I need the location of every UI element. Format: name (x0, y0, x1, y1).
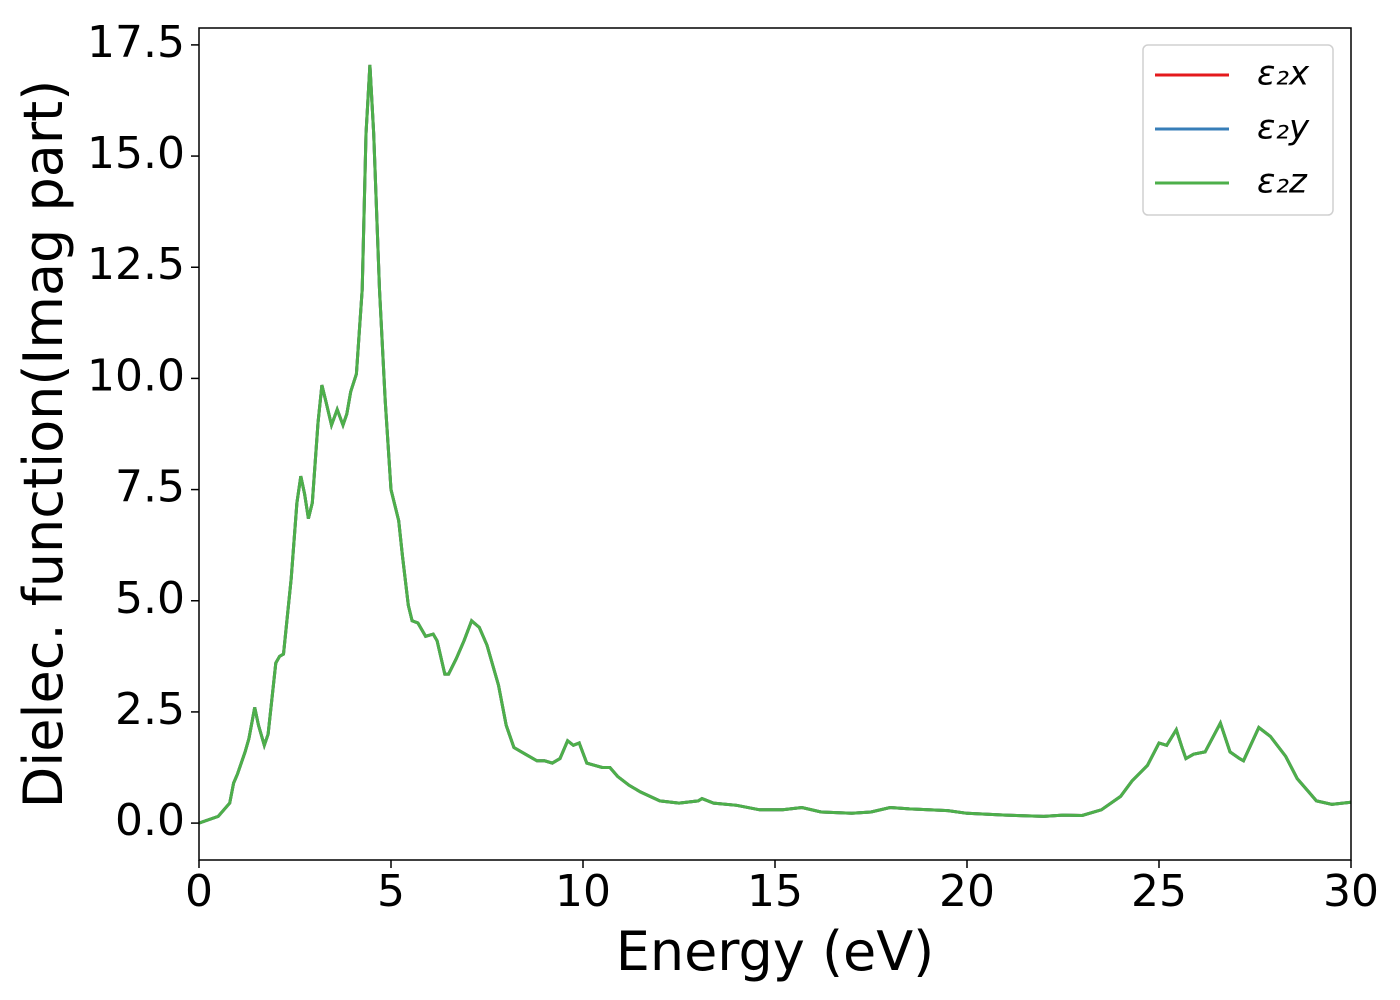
y-tick-label: 10.0 (87, 350, 185, 401)
legend-label: ε₂x (1257, 54, 1310, 94)
x-tick-label: 5 (377, 866, 405, 917)
x-tick-label: 10 (555, 866, 611, 917)
legend-label: ε₂y (1257, 108, 1310, 148)
x-axis-label: Energy (eV) (616, 920, 935, 983)
y-axis-label: Dielec. function(Imag part) (12, 80, 75, 809)
y-tick-label: 17.5 (87, 17, 185, 68)
y-tick-label: 2.5 (115, 684, 185, 735)
y-tick-label: 7.5 (115, 462, 185, 513)
y-tick-label: 12.5 (87, 239, 185, 290)
x-tick-label: 0 (185, 866, 213, 917)
series-line (199, 64, 1351, 825)
y-tick-label: 15.0 (87, 128, 185, 179)
x-tick-label: 25 (1131, 866, 1187, 917)
plot-frame (198, 27, 1352, 861)
legend-box (1142, 44, 1334, 216)
x-tick-label: 20 (939, 866, 995, 917)
y-tick-label: 5.0 (115, 573, 185, 624)
x-tick-label: 30 (1323, 866, 1379, 917)
y-tick-label: 0.0 (115, 795, 185, 846)
legend-label: ε₂z (1257, 162, 1308, 202)
x-tick-label: 15 (747, 866, 803, 917)
